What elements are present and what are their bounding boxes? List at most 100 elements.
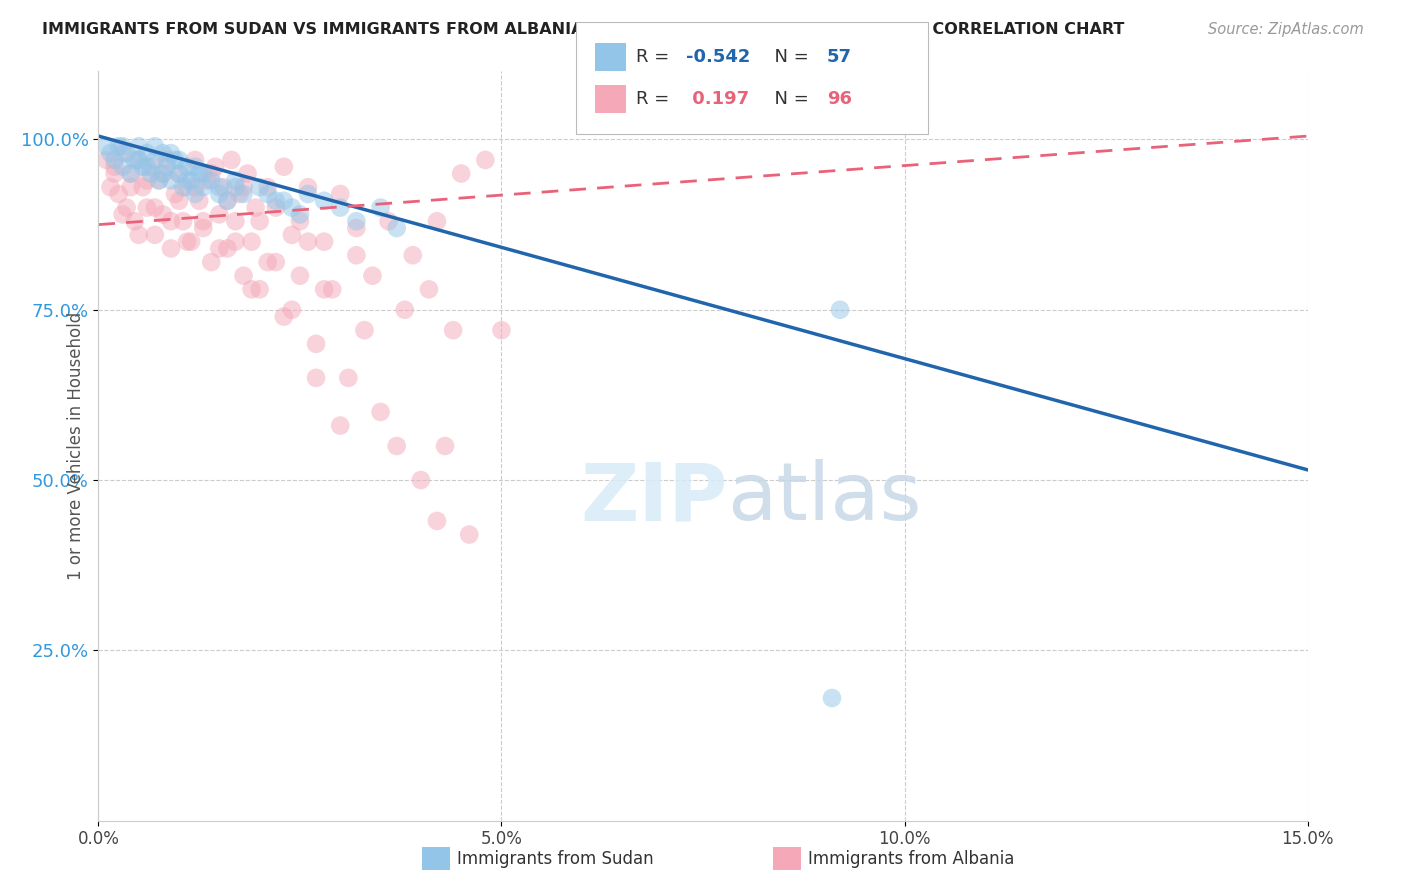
Point [128, 153, 150, 167]
Point [224, 173, 246, 187]
Point [828, 302, 851, 317]
Text: Immigrants from Albania: Immigrants from Albania [808, 850, 1015, 868]
Point [200, 255, 222, 269]
Point [100, 146, 122, 161]
Point [821, 691, 844, 706]
Point [152, 167, 174, 181]
Point [135, 173, 157, 187]
Point [148, 173, 170, 187]
Point [188, 167, 211, 181]
Point [193, 214, 215, 228]
Point [180, 235, 202, 249]
Point [124, 153, 146, 167]
Point [107, 186, 129, 201]
Point [135, 201, 157, 215]
Point [167, 167, 190, 181]
Text: 0.197: 0.197 [686, 90, 749, 108]
Point [193, 221, 215, 235]
Point [281, 227, 304, 242]
Point [115, 201, 138, 215]
Point [143, 139, 166, 153]
Point [208, 207, 231, 221]
Point [128, 227, 150, 242]
Point [217, 194, 239, 208]
Point [200, 173, 222, 187]
Point [236, 167, 259, 181]
Point [139, 160, 162, 174]
Point [217, 194, 239, 208]
Point [224, 235, 246, 249]
Point [152, 146, 174, 161]
Point [385, 439, 408, 453]
Point [111, 146, 134, 161]
Point [111, 207, 134, 221]
Point [256, 186, 278, 201]
Point [232, 186, 254, 201]
Text: N =: N = [763, 48, 815, 66]
Point [120, 180, 142, 194]
Point [232, 180, 254, 194]
Point [152, 207, 174, 221]
Point [281, 201, 304, 215]
Point [160, 214, 183, 228]
Text: R =: R = [636, 90, 675, 108]
Point [337, 371, 360, 385]
Point [103, 167, 125, 181]
Point [184, 180, 207, 194]
Text: IMMIGRANTS FROM SUDAN VS IMMIGRANTS FROM ALBANIA 1 OR MORE VEHICLES IN HOUSEHOLD: IMMIGRANTS FROM SUDAN VS IMMIGRANTS FROM… [42, 22, 1125, 37]
Point [120, 167, 142, 181]
Point [176, 173, 198, 187]
Point [128, 153, 150, 167]
Point [385, 221, 408, 235]
Point [273, 194, 295, 208]
Point [314, 235, 336, 249]
Point [329, 201, 352, 215]
Point [273, 160, 295, 174]
Point [111, 139, 134, 153]
Point [188, 194, 211, 208]
Point [115, 146, 138, 161]
Point [176, 160, 198, 174]
Point [224, 214, 246, 228]
Point [329, 186, 352, 201]
Text: Immigrants from Sudan: Immigrants from Sudan [457, 850, 654, 868]
Point [344, 221, 367, 235]
Point [193, 180, 215, 194]
Point [305, 371, 328, 385]
Point [394, 302, 416, 317]
Point [200, 167, 222, 181]
Point [143, 153, 166, 167]
Point [288, 207, 311, 221]
Point [135, 146, 157, 161]
Point [377, 214, 399, 228]
Text: N =: N = [763, 90, 815, 108]
Point [124, 214, 146, 228]
Point [111, 160, 134, 174]
Point [353, 323, 375, 337]
Point [224, 180, 246, 194]
Point [156, 160, 179, 174]
Point [148, 173, 170, 187]
Point [240, 282, 263, 296]
Point [264, 201, 287, 215]
Point [256, 255, 278, 269]
Point [152, 167, 174, 181]
Text: 96: 96 [827, 90, 852, 108]
Point [172, 180, 194, 194]
Point [195, 173, 218, 187]
Point [273, 310, 295, 324]
Point [344, 214, 367, 228]
Point [120, 167, 142, 181]
Point [418, 282, 440, 296]
Point [208, 242, 231, 256]
Point [163, 186, 186, 201]
Point [96, 139, 118, 153]
Point [474, 153, 496, 167]
Point [96, 153, 118, 167]
Point [314, 194, 336, 208]
Point [370, 405, 392, 419]
Point [100, 180, 122, 194]
Point [132, 160, 155, 174]
Point [221, 153, 243, 167]
Point [321, 282, 343, 296]
